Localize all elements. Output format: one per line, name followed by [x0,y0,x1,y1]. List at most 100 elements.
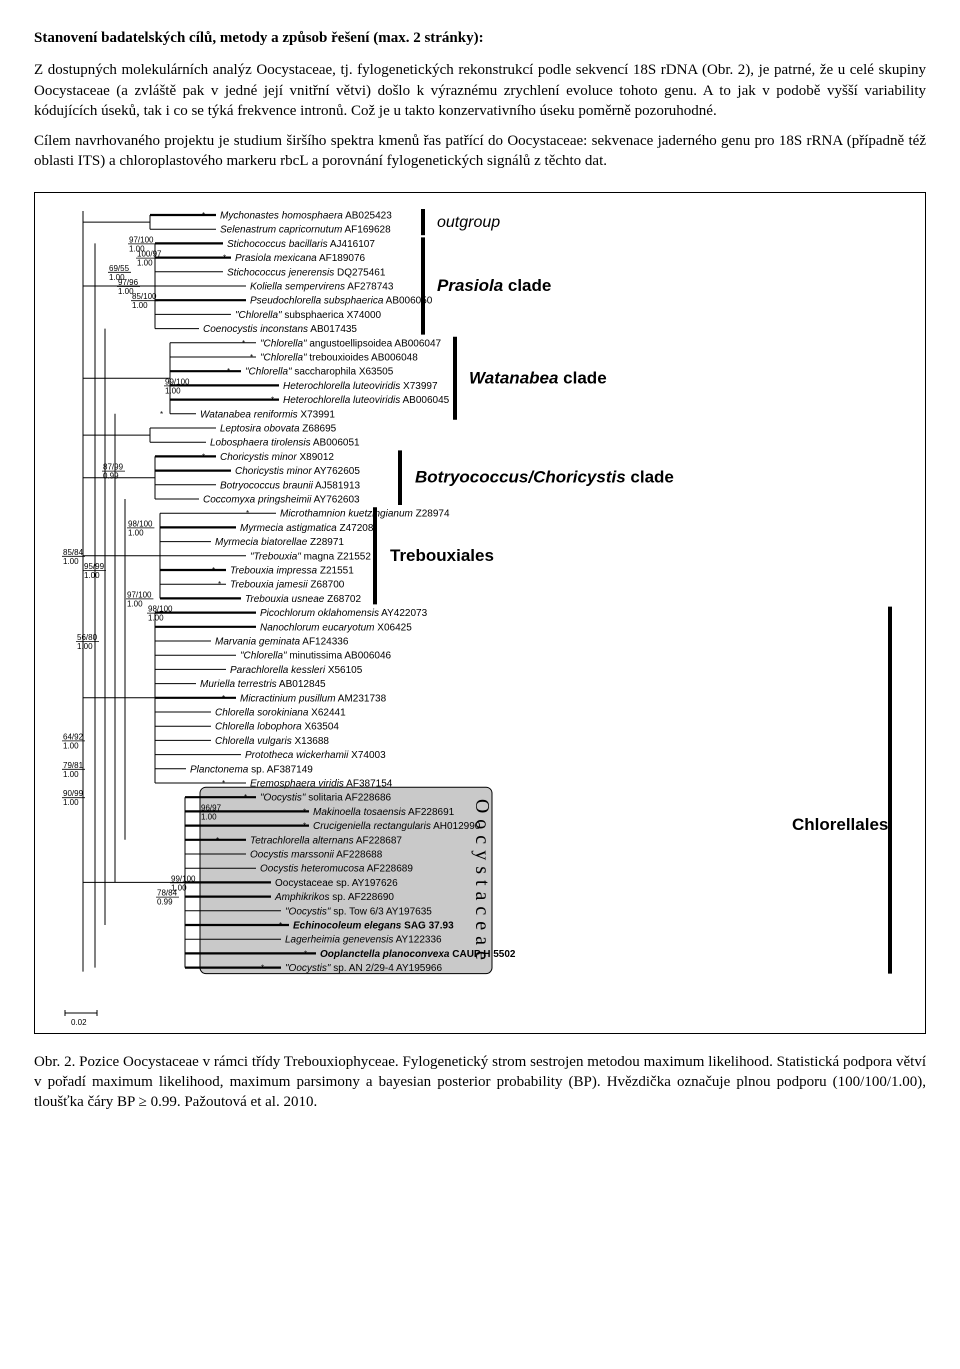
figure-2-caption: Obr. 2. Pozice Oocystaceae v rámci třídy… [34,1052,926,1113]
taxon-label: Echinocoleum elegans SAG 37.93 [293,920,454,931]
support-value: 1.00 [132,301,148,310]
support-value: 98/100 [128,519,153,528]
support-value: 97/100 [129,235,154,244]
star-support: * [279,921,282,930]
taxon-label: Prasiola mexicana AF189076 [235,253,366,264]
taxon-label: Tetrachlorella alternans AF228687 [250,835,402,846]
support-value: 100/97 [137,249,162,258]
section-heading: Stanovení badatelských cílů, metody a zp… [34,28,926,48]
star-support: * [223,253,226,262]
taxon-label: Selenastrum capricornutum AF169628 [220,224,391,235]
taxon-label: "Chlorella" subsphaerica X74000 [235,309,382,320]
clade-label: Watanabea clade [469,368,607,387]
taxon-label: Koliella sempervirens AF278743 [250,281,394,292]
taxon-label: Coccomyxa pringsheimii AY762603 [203,494,360,505]
taxon-label: Mychonastes homosphaera AB025423 [220,210,392,221]
phylogenetic-tree: Mychonastes homosphaera AB025423 Selenast… [35,193,925,1033]
star-support: * [222,693,225,702]
taxon-label: Planctonema sp. AF387149 [190,764,313,775]
taxon-label: "Chlorella" saccharophila X63505 [245,366,394,377]
support-value: 87/99 [103,462,124,471]
taxon-label: Microthamnion kuetzingianum Z28974 [280,508,450,519]
support-value: 1.00 [84,571,100,580]
taxon-label: Heterochlorella luteoviridis AB006045 [283,395,450,406]
support-value: 96/97 [201,803,222,812]
star-support: * [227,367,230,376]
taxon-label: Heterochlorella luteoviridis X73997 [283,380,438,391]
taxon-label: Chlorella sorokiniana X62441 [215,707,346,718]
star-support: * [244,793,247,802]
support-value: 99/100 [171,874,196,883]
taxon-label: Makinoella tosaensis AF228691 [313,806,455,817]
star-support: * [242,338,245,347]
taxon-label: Nanochlorum eucaryotum X06425 [260,622,412,633]
taxon-label: Oocystaceae sp. AY197626 [275,877,398,888]
clade-label: Prasiola clade [437,276,551,295]
taxon-label: Micractinium pusillum AM231738 [240,693,387,704]
support-value: 1.00 [77,642,93,651]
clade-label: Trebouxiales [390,545,494,564]
support-value: 1.00 [148,613,164,622]
support-value: 64/92 [63,732,84,741]
taxon-label: Prototheca wickerhamii X74003 [245,750,386,761]
support-value: 1.00 [63,769,79,778]
star-support: * [271,395,274,404]
support-value: 1.00 [137,258,153,267]
support-value: 99/100 [165,377,190,386]
support-value: 1.00 [165,386,181,395]
taxon-label: "Oocystis" solitaria AF228686 [260,792,392,803]
star-support: * [202,211,205,220]
support-value: 85/84 [63,547,84,556]
paragraph-2: Cílem navrhovaného projektu je studium š… [34,131,926,172]
taxon-label: Amphikrikos sp. AF228690 [274,892,394,903]
taxon-label: Stichococcus jenerensis DQ275461 [227,267,386,278]
taxon-label: Botryococcus braunii AJ581913 [220,480,361,491]
taxon-label: Chlorella vulgaris X13688 [215,735,329,746]
taxon-label: Picochlorum oklahomensis AY422073 [260,608,428,619]
support-value: 98/100 [148,604,173,613]
taxon-label: Eremosphaera viridis AF387154 [250,778,393,789]
support-value: 97/100 [127,590,152,599]
taxon-label: Pseudochlorella subsphaerica AB006050 [250,295,433,306]
star-support: * [218,580,221,589]
taxon-label: Myrmecia astigmatica Z47208 [240,522,374,533]
taxon-label: "Oocystis" sp. Tow 6/3 AY197635 [285,906,432,917]
star-support: * [216,835,219,844]
taxon-label: Parachlorella kessleri X56105 [230,664,363,675]
taxon-label: "Oocystis" sp. AN 2/29-4 AY195966 [285,963,442,974]
clade-label: Chlorellales [792,815,888,834]
support-value: 78/84 [157,888,178,897]
support-value: 0.99 [103,471,119,480]
star-support: * [202,452,205,461]
taxon-label: Crucigeniella rectangularis AH012990 [313,821,481,832]
taxon-label: Lobosphaera tirolensis AB006051 [210,437,360,448]
star-support: * [261,963,264,972]
taxon-label: Coenocystis inconstans AB017435 [203,324,357,335]
taxon-label: Trebouxia impressa Z21551 [230,565,354,576]
figure-2-box: Mychonastes homosphaera AB025423 Selenast… [34,192,926,1034]
taxon-label: Watanabea reniformis X73991 [200,409,335,420]
taxon-label: "Chlorella" angustoellipsoidea AB006047 [260,338,442,349]
taxon-label: Marvania geminata AF124336 [215,636,349,647]
support-value: 1.00 [128,528,144,537]
taxon-label: "Trebouxia" magna Z21552 [250,551,371,562]
taxon-label: Myrmecia biatorellae Z28971 [215,537,344,548]
taxon-label: "Chlorella" trebouxioides AB006048 [260,352,418,363]
taxon-label: Chlorella lobophora X63504 [215,721,339,732]
support-value: 1.00 [63,798,79,807]
support-value: 69/55 [109,263,130,272]
star-support: * [303,807,306,816]
support-value: 95/99 [84,562,105,571]
taxon-label: Trebouxia jamesii Z68700 [230,579,345,590]
clade-label: outgroup [437,214,500,231]
support-value: 97/96 [118,278,139,287]
scale-bar-label: 0.02 [71,1018,87,1027]
taxon-label: Stichococcus bacillaris AJ416107 [227,238,375,249]
oocystaceae-vertical-label: Oocystaceae [471,798,493,965]
star-support: * [212,566,215,575]
star-support: * [303,821,306,830]
support-value: 79/81 [63,760,84,769]
support-value: 90/99 [63,789,84,798]
paragraph-1: Z dostupných molekulárních analýz Oocyst… [34,60,926,121]
taxon-label: Choricystis minor X89012 [220,451,334,462]
